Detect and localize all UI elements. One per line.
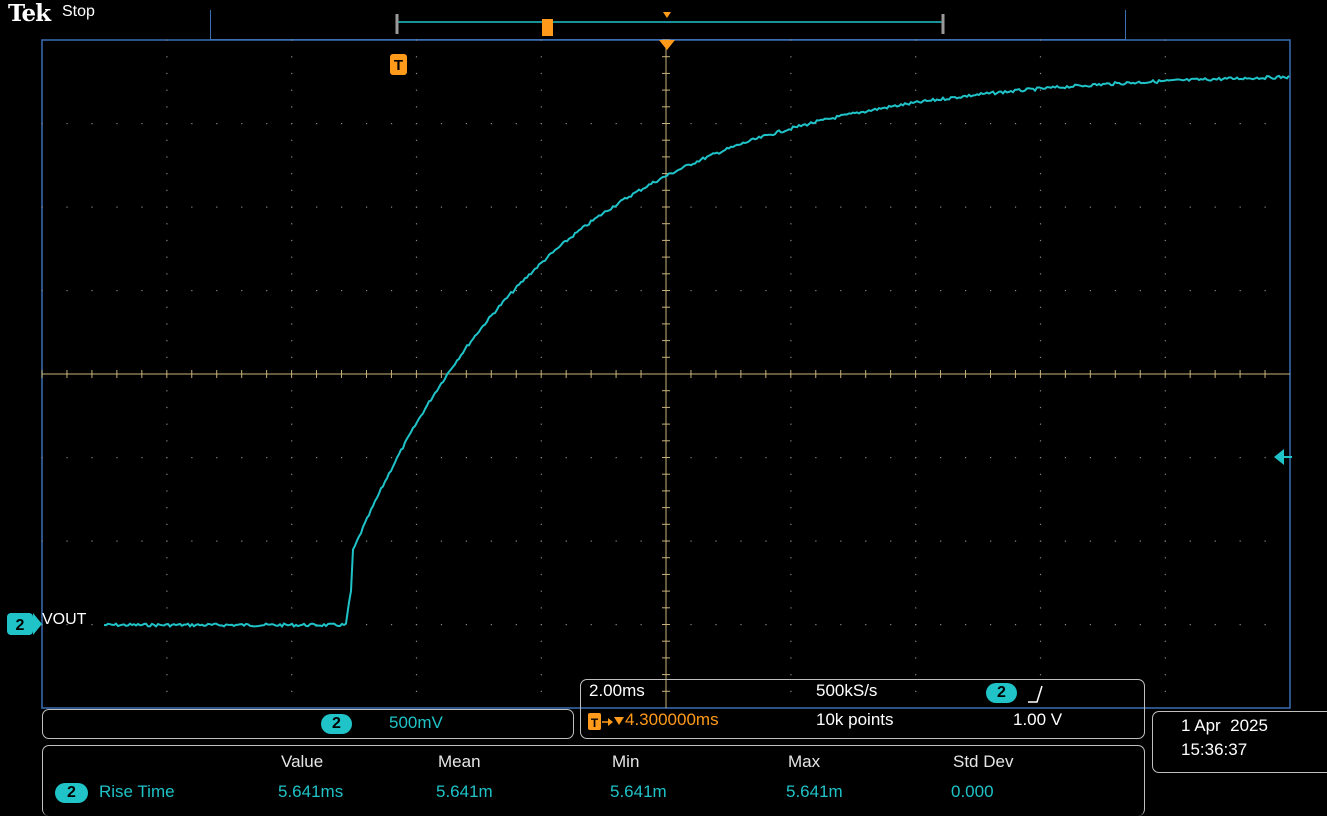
- measurement-mean: 5.641m: [436, 782, 493, 801]
- tek-logo: Tek: [8, 0, 51, 27]
- expansion-point-icon: [659, 40, 675, 50]
- vertical-scale-panel[interactable]: 2 500mV: [42, 709, 574, 739]
- measurement-value: 5.641ms: [278, 782, 344, 801]
- vertical-scale-value: 500mV: [389, 713, 443, 732]
- trigger-level-value: 1.00 V: [1013, 710, 1063, 729]
- trigger-delay-value: 4.300000ms: [625, 710, 719, 729]
- overview-expansion-icon: [663, 12, 671, 18]
- time-per-division: 2.00ms: [589, 681, 645, 700]
- rising-edge-icon: [1028, 685, 1043, 703]
- col-header-value: Value: [281, 752, 324, 771]
- measurement-min: 5.641m: [610, 782, 667, 801]
- col-header-max: Max: [788, 752, 821, 771]
- measurement-source-badge: 2: [55, 783, 88, 803]
- col-header-min: Min: [612, 752, 640, 771]
- col-header-mean: Mean: [438, 752, 481, 771]
- horizontal-trigger-panel[interactable]: 2.00ms 500kS/s 2 T 4.300000ms 10k points…: [580, 679, 1145, 739]
- trigger-delay-icon: T: [588, 713, 624, 730]
- trigger-level-arrow-icon: [1274, 449, 1284, 465]
- measurement-max: 5.641m: [786, 782, 843, 801]
- ch2-waveform-trace: [103, 74, 1290, 628]
- graticule: [41, 39, 1291, 709]
- time-display: 15:36:37: [1181, 740, 1248, 759]
- ch2-badge: 2: [321, 714, 352, 734]
- svg-text:T: T: [591, 716, 599, 730]
- date-display: 1 Apr 2025: [1181, 716, 1268, 735]
- measurement-panel[interactable]: Value Mean Min Max Std Dev 2 Rise Time 5…: [42, 745, 1145, 816]
- datetime-panel: 1 Apr 2025 15:36:37: [1152, 711, 1327, 773]
- record-length: 10k points: [816, 710, 894, 729]
- svg-text:2: 2: [16, 617, 25, 634]
- ch2-ground-marker: 2: [7, 613, 42, 635]
- sample-rate: 500kS/s: [816, 681, 878, 700]
- col-header-std-dev: Std Dev: [953, 752, 1014, 771]
- svg-text:T: T: [394, 57, 403, 74]
- acquisition-state: Stop: [62, 3, 95, 20]
- measurement-std-dev: 0.000: [951, 782, 994, 801]
- overview-trigger-icon: [542, 19, 553, 36]
- trigger-source-badge: 2: [986, 683, 1017, 703]
- trigger-position-icon: T: [390, 54, 407, 75]
- channel-label: VOUT: [42, 611, 87, 628]
- measurement-name: Rise Time: [99, 782, 175, 801]
